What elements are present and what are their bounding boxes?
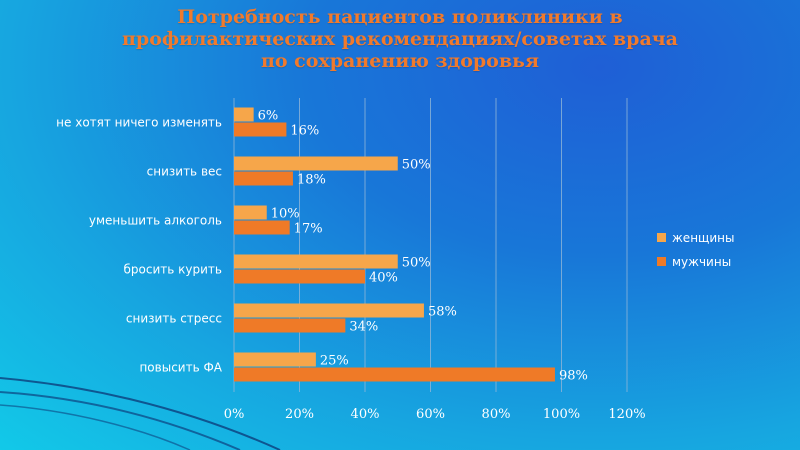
chart-title: Потребность пациентов поликлиники в проф… — [0, 6, 800, 72]
category-label: не хотят ничего изменять — [56, 116, 222, 130]
x-tick-label: 40% — [351, 407, 380, 422]
bar-women — [234, 156, 398, 171]
data-label: 18% — [297, 173, 326, 188]
bar-men — [234, 171, 293, 186]
category-label: повысить ФА — [139, 361, 222, 375]
bar-women — [234, 303, 424, 318]
x-tick-label: 100% — [543, 407, 580, 422]
title-line: профилактических рекомендациях/советах в… — [122, 28, 678, 50]
title-line: по сохранению здоровья — [260, 50, 539, 72]
x-tick-label: 20% — [285, 407, 314, 422]
bar-men — [234, 122, 287, 137]
category-label: бросить курить — [124, 263, 222, 277]
x-tick-label: 120% — [608, 407, 645, 422]
data-label: 17% — [294, 222, 323, 237]
bar-women — [234, 254, 398, 269]
data-label: 34% — [349, 320, 378, 335]
legend-swatch — [657, 233, 666, 242]
legend-label: мужчины — [672, 255, 731, 269]
bar-men — [234, 367, 555, 382]
data-label: 50% — [402, 158, 431, 173]
bar-women — [234, 205, 267, 220]
data-label: 6% — [258, 109, 279, 124]
bar-men — [234, 269, 365, 284]
data-label: 16% — [290, 124, 319, 139]
category-label: снизить вес — [147, 165, 222, 179]
data-label: 10% — [271, 207, 300, 222]
bar-men — [234, 220, 290, 235]
title-line: Потребность пациентов поликлиники в — [177, 6, 623, 28]
data-label: 58% — [428, 305, 457, 320]
x-tick-label: 60% — [416, 407, 445, 422]
legend-label: женщины — [672, 231, 734, 245]
category-label: снизить стресс — [126, 312, 222, 326]
category-label: уменьшить алкоголь — [89, 214, 222, 228]
data-label: 50% — [402, 256, 431, 271]
bar-women — [234, 107, 254, 122]
data-label: 40% — [369, 271, 398, 286]
bar-women — [234, 352, 316, 367]
data-label: 98% — [559, 369, 588, 384]
x-tick-label: 80% — [482, 407, 511, 422]
data-label: 25% — [320, 354, 349, 369]
bar-men — [234, 318, 346, 333]
x-tick-label: 0% — [224, 407, 245, 422]
legend-swatch — [657, 257, 666, 266]
